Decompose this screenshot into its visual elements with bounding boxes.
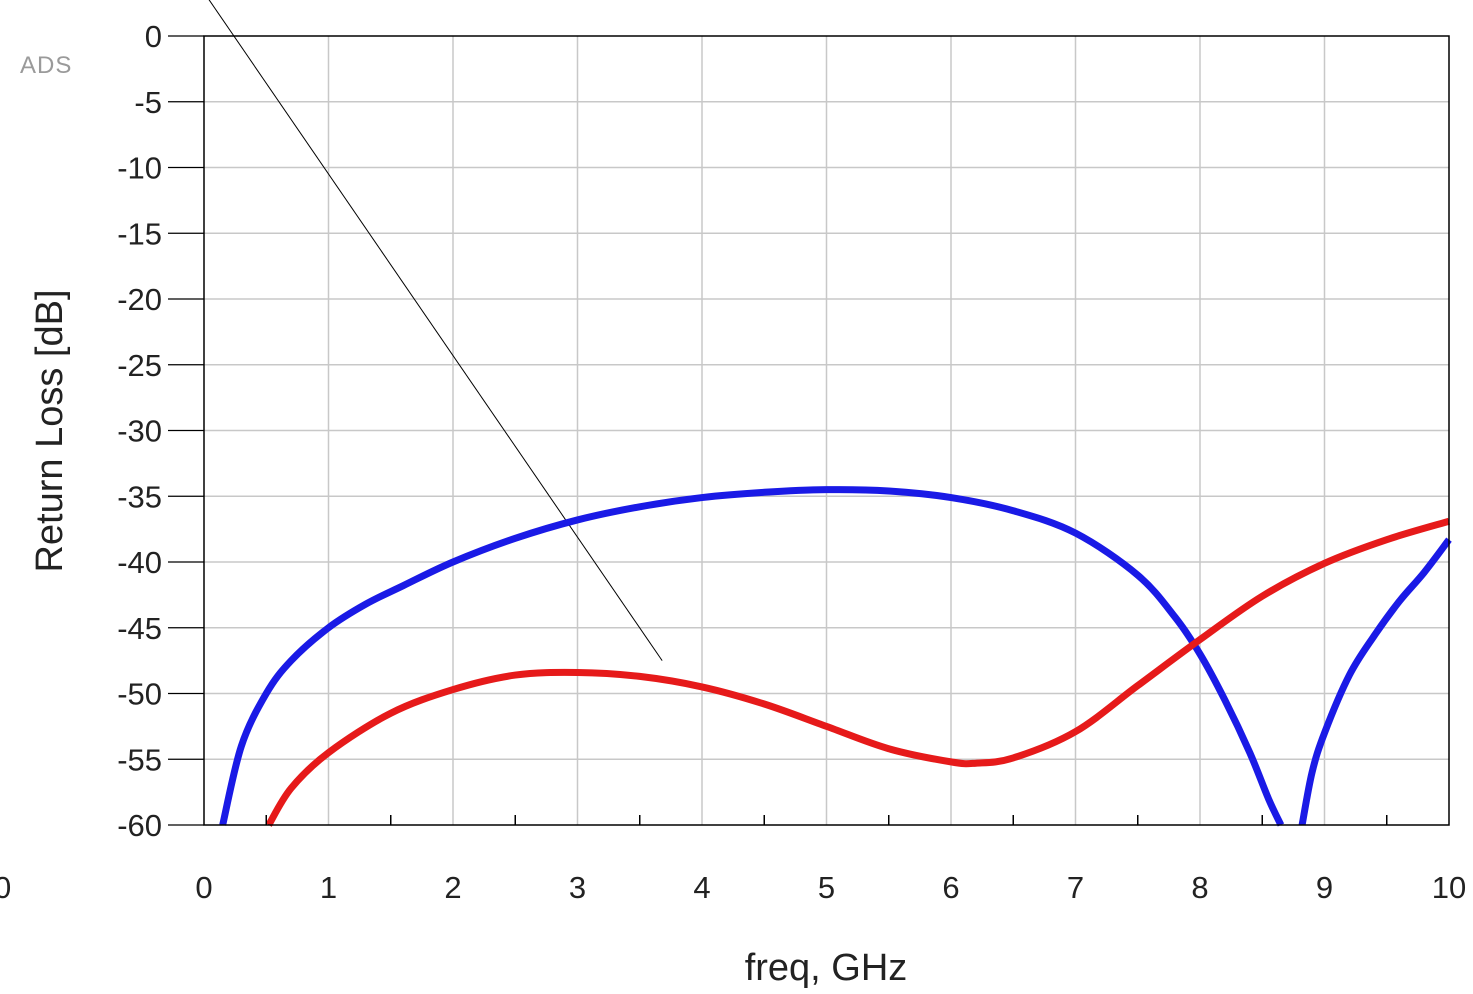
series-line-blue bbox=[219, 486, 1285, 827]
y-tick-label: -10 bbox=[117, 151, 162, 186]
x-tick-label: 10 bbox=[1432, 870, 1466, 905]
x-tick-label: 6 bbox=[942, 870, 959, 905]
y-tick-label: -20 bbox=[117, 282, 162, 317]
x-tick-label: 0 bbox=[195, 870, 212, 905]
y-tick-label: -45 bbox=[117, 611, 162, 646]
annotation-leader-line bbox=[208, 0, 663, 661]
plot-frame bbox=[168, 35, 1450, 826]
x-tick-label: 5 bbox=[818, 870, 835, 905]
grid-lines bbox=[204, 36, 1449, 825]
y-tick-label: 0 bbox=[145, 19, 162, 54]
y-tick-label: -50 bbox=[117, 677, 162, 712]
plot-border bbox=[203, 35, 1450, 826]
x-tick-label: 4 bbox=[693, 870, 710, 905]
y-tick-label: -5 bbox=[134, 85, 162, 120]
y-tick-label: -60 bbox=[117, 808, 162, 843]
x-tick-labels: 0 1 2 3 4 5 6 7 8 9 10 bbox=[195, 870, 1466, 905]
x-tick-label: 2 bbox=[444, 870, 461, 905]
x-axis-title: freq, GHz bbox=[745, 947, 908, 989]
x-tick-label: 9 bbox=[1316, 870, 1333, 905]
x-tick-label: 8 bbox=[1191, 870, 1208, 905]
x-tick-label: 7 bbox=[1067, 870, 1084, 905]
y-axis-title: Return Loss [dB] bbox=[29, 289, 71, 572]
y-tick-label: -55 bbox=[117, 742, 162, 777]
annotation-line bbox=[208, 0, 663, 661]
series-line-blue bbox=[1298, 537, 1452, 826]
series-line-red bbox=[265, 517, 1450, 827]
stray-axis-label: 0 bbox=[0, 870, 11, 905]
y-tick-label: -35 bbox=[117, 479, 162, 514]
y-tick-labels: 0 -5 -10 -15 -20 -25 -30 -35 -40 -45 -50 -55 -60 bbox=[117, 19, 162, 843]
y-tick-label: -30 bbox=[117, 414, 162, 449]
x-tick-label: 1 bbox=[320, 870, 337, 905]
y-tick-label: -25 bbox=[117, 348, 162, 383]
x-tick-label: 3 bbox=[569, 870, 586, 905]
y-tick-label: -15 bbox=[117, 216, 162, 251]
watermark-text: ADS bbox=[20, 52, 72, 79]
y-tick-label: -40 bbox=[117, 545, 162, 580]
series-lines bbox=[219, 486, 1452, 827]
